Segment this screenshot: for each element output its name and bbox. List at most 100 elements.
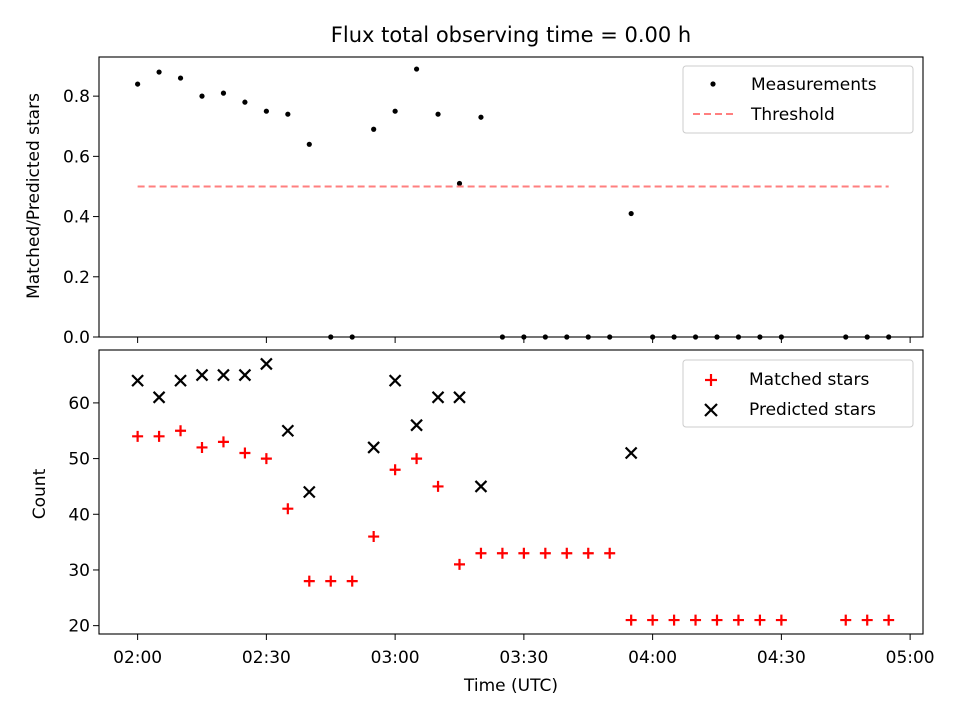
matched-stars-point-9 (325, 575, 337, 587)
matched-stars-point-2 (175, 425, 187, 437)
x-tick-label-3: 03:30 (499, 648, 548, 668)
matched-stars-point-4 (217, 436, 229, 448)
predicted-stars-point-15 (624, 446, 638, 460)
counts-legend: Matched stars Predicted stars (682, 359, 914, 428)
matched-stars-legend-marker (705, 374, 717, 386)
ratio-y-axis-label: Matched/Predicted stars (24, 93, 44, 299)
matched-stars-point-15 (454, 558, 465, 570)
x-tick-label-4: 04:00 (628, 648, 677, 668)
ratio-plot-area (135, 66, 892, 340)
predicted-stars-point-3 (195, 368, 209, 382)
measurements-legend-label: Measurements (751, 75, 877, 95)
threshold-legend-label: Threshold (750, 105, 835, 125)
matched-stars-point-12 (389, 464, 401, 476)
matched-stars-point-26 (690, 614, 702, 626)
ratio-legend-box (682, 65, 914, 134)
ratio-y-tick-label-1: 0.2 (63, 268, 90, 288)
matched-stars-point-28 (732, 614, 744, 626)
predicted-stars-point-8 (303, 485, 316, 499)
matched-stars-point-19 (539, 547, 551, 559)
counts-y-tick-label-2: 40 (68, 505, 90, 525)
matched-stars-legend-label: Matched stars (749, 370, 869, 390)
x-tick-label-1: 02:30 (242, 648, 291, 668)
matched-stars-point-17 (496, 547, 508, 559)
matched-stars-point-3 (196, 441, 208, 453)
counts-y-axis-label: Count (30, 468, 50, 519)
measurements-legend-marker (710, 81, 716, 87)
matched-stars-point-21 (582, 547, 594, 559)
matched-stars-point-30 (775, 614, 787, 626)
measurements-point-14 (435, 111, 441, 117)
predicted-stars-point-7 (281, 424, 295, 438)
predicted-stars-point-14 (474, 480, 488, 493)
predicted-stars-point-6 (260, 357, 273, 371)
counts-panel: Count Matched stars Predicted stars (30, 349, 924, 635)
measurements-point-3 (199, 93, 205, 99)
x-tick-label-6: 05:00 (886, 648, 935, 668)
predicted-stars-point-5 (238, 368, 252, 382)
predicted-stars-point-0 (131, 374, 144, 387)
measurements-point-1 (156, 69, 162, 75)
chart-title: Flux total observing time = 0.00 h (331, 23, 691, 47)
matched-stars-point-24 (647, 614, 659, 626)
counts-y-tick-label-3: 50 (68, 450, 90, 470)
measurements-point-8 (306, 141, 312, 147)
predicted-stars-point-9 (367, 441, 380, 454)
x-axis-label: Time (UTC) (463, 676, 558, 696)
predicted-stars-point-13 (453, 391, 466, 404)
measurements-point-5 (242, 99, 248, 105)
predicted-stars-legend-marker (704, 403, 718, 417)
measurements-point-23 (628, 210, 634, 217)
matched-stars-point-1 (153, 430, 165, 442)
x-tick-label-5: 04:30 (757, 648, 806, 668)
matched-stars-point-23 (625, 614, 637, 626)
matched-stars-point-10 (346, 575, 358, 587)
counts-y-tick-label-1: 30 (68, 561, 90, 581)
ratio-y-tick-label-4: 0.8 (63, 87, 90, 107)
measurements-point-12 (392, 108, 398, 114)
matched-stars-point-29 (754, 614, 766, 626)
matched-stars-point-13 (411, 453, 423, 465)
counts-axes-frame (98, 349, 924, 635)
counts-y-tick-label-0: 20 (68, 617, 90, 637)
matched-stars-point-27 (711, 614, 723, 626)
matched-stars-point-32 (861, 614, 873, 626)
ratio-y-tick-label-0: 0.0 (63, 328, 90, 348)
matched-stars-point-31 (840, 614, 852, 626)
ratio-y-tick-label-2: 0.4 (63, 208, 90, 228)
measurements-point-7 (285, 111, 291, 117)
x-tick-label-2: 03:00 (371, 648, 420, 668)
predicted-stars-point-12 (431, 391, 445, 404)
matched-stars-point-0 (132, 430, 144, 442)
measurements-point-2 (177, 75, 184, 81)
counts-plot-area (131, 357, 895, 626)
counts-y-tick-label-4: 60 (68, 394, 90, 414)
ratio-panel: Matched/Predicted stars Measurements Thr… (24, 56, 924, 340)
matched-stars-point-25 (668, 614, 680, 626)
matched-stars-point-8 (303, 575, 315, 587)
predicted-stars-point-1 (152, 391, 166, 404)
predicted-stars-legend-label: Predicted stars (749, 400, 876, 420)
x-tick-label-0: 02:00 (113, 648, 162, 668)
matched-stars-point-11 (368, 531, 380, 543)
measurements-point-16 (478, 114, 484, 120)
measurements-point-4 (220, 90, 227, 96)
predicted-stars-point-11 (410, 418, 423, 432)
matched-stars-point-6 (260, 453, 272, 465)
matched-stars-point-20 (561, 547, 573, 559)
measurements-point-11 (371, 126, 377, 132)
matched-stars-point-16 (475, 547, 487, 559)
matched-stars-point-22 (604, 547, 616, 559)
ratio-y-tick-label-3: 0.6 (63, 147, 90, 167)
matched-stars-point-18 (518, 547, 530, 559)
ratio-legend: Measurements Threshold (682, 65, 914, 134)
ratio-axes-frame (98, 56, 924, 338)
measurements-point-0 (135, 81, 141, 87)
measurements-point-15 (456, 180, 463, 187)
predicted-stars-point-2 (174, 374, 187, 387)
measurements-point-13 (413, 66, 420, 72)
matched-stars-point-14 (432, 480, 444, 492)
counts-legend-box (682, 359, 914, 428)
measurements-point-6 (263, 108, 269, 114)
